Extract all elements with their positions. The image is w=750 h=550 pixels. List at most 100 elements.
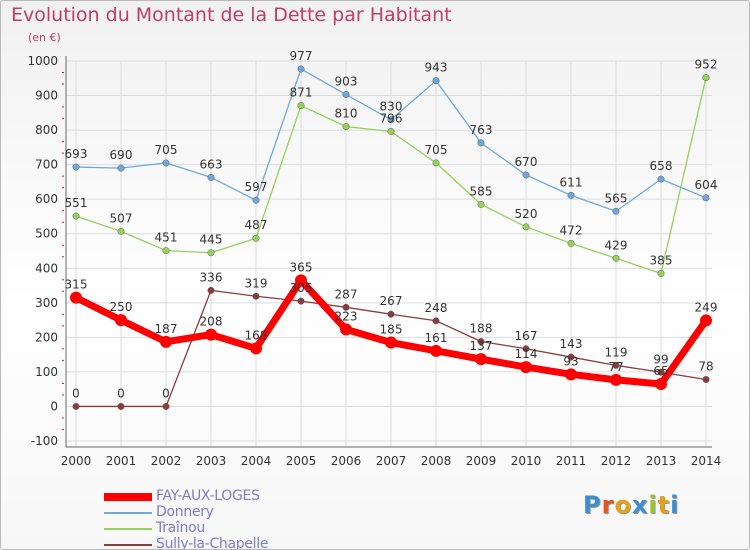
x-tick-label: 2010 — [511, 454, 542, 468]
legend-label: Traînou — [156, 520, 205, 536]
data-point — [430, 344, 442, 357]
data-label: 385 — [650, 253, 673, 267]
y-tick-label: 500 — [35, 227, 58, 241]
y-tick-label: 200 — [35, 330, 58, 344]
data-label: 585 — [470, 184, 493, 198]
data-point — [297, 102, 305, 110]
data-label: 943 — [425, 61, 448, 75]
data-label: 250 — [110, 300, 133, 314]
data-point — [207, 173, 215, 181]
data-label: 690 — [110, 148, 133, 162]
data-point — [115, 314, 127, 327]
data-point — [520, 361, 532, 374]
data-point — [477, 200, 485, 208]
data-point — [162, 403, 170, 410]
data-label: 93 — [563, 354, 578, 368]
data-point — [385, 336, 397, 349]
legend-label: Sully-la-Chapelle — [156, 536, 269, 550]
data-label: 451 — [155, 231, 178, 245]
data-label: 810 — [335, 107, 358, 121]
data-label: 249 — [695, 300, 718, 314]
x-tick-label: 2011 — [556, 454, 587, 468]
data-label: 305 — [290, 281, 313, 295]
data-label: 597 — [245, 180, 268, 194]
data-point — [207, 249, 215, 257]
data-point — [387, 310, 395, 318]
data-label: 796 — [380, 111, 403, 125]
data-point — [567, 353, 575, 361]
data-point — [565, 368, 577, 381]
data-point — [700, 314, 712, 327]
data-label: 472 — [560, 223, 583, 237]
data-label: 188 — [470, 322, 493, 336]
x-tick-label: 2013 — [646, 454, 677, 468]
data-label: 99 — [653, 352, 668, 366]
x-tick-label: 2012 — [601, 454, 632, 468]
data-label: 520 — [515, 207, 538, 221]
data-point — [160, 335, 172, 348]
data-point — [117, 227, 125, 235]
data-point — [252, 196, 260, 204]
data-label: 952 — [695, 58, 718, 72]
data-label: 287 — [335, 287, 358, 301]
data-point — [117, 164, 125, 172]
data-label: 319 — [245, 276, 268, 290]
legend-label: FAY-AUX-LOGES — [156, 488, 260, 504]
data-label: 0 — [117, 386, 125, 400]
data-point — [342, 91, 350, 98]
legend-label: Donnery — [156, 504, 214, 520]
data-point — [207, 286, 215, 294]
data-point — [522, 345, 530, 353]
data-label: 223 — [335, 309, 358, 323]
data-point — [342, 123, 350, 131]
data-point — [702, 194, 710, 202]
data-label: 977 — [290, 49, 313, 63]
data-point — [72, 212, 80, 220]
chart-subtitle: (en €) — [28, 31, 61, 44]
data-label: 77 — [608, 360, 623, 374]
data-point — [252, 234, 260, 242]
data-point — [250, 342, 262, 355]
data-label: 871 — [290, 86, 313, 100]
data-label: 315 — [65, 278, 88, 292]
data-point — [702, 376, 710, 383]
data-label: 208 — [200, 315, 223, 329]
data-point — [567, 191, 575, 199]
data-point — [522, 223, 530, 231]
data-point — [432, 317, 440, 325]
x-tick-label: 2009 — [466, 454, 497, 468]
data-label: 429 — [605, 238, 628, 252]
data-point — [567, 239, 575, 247]
data-point — [610, 373, 622, 386]
legend-swatch — [104, 493, 152, 501]
x-tick-label: 2004 — [241, 454, 272, 468]
data-label: 0 — [72, 386, 80, 400]
data-label: 830 — [380, 100, 403, 114]
data-label: 611 — [560, 175, 583, 189]
data-point — [205, 328, 217, 341]
data-point — [387, 128, 395, 135]
y-tick-label: 700 — [35, 158, 58, 172]
data-label: 336 — [200, 270, 223, 284]
data-point — [432, 159, 440, 167]
data-point — [387, 116, 395, 124]
data-label: 0 — [162, 386, 170, 400]
data-point — [162, 159, 170, 167]
data-label: 161 — [425, 331, 448, 345]
data-label: 693 — [65, 147, 88, 161]
data-label: 168 — [245, 328, 268, 342]
data-label: 65 — [653, 364, 668, 378]
data-label: 670 — [515, 155, 538, 169]
data-point — [295, 274, 307, 287]
data-label: 705 — [425, 143, 448, 157]
data-point — [117, 403, 125, 410]
data-point — [477, 338, 485, 345]
x-tick-label: 2002 — [151, 454, 182, 468]
data-label: 507 — [110, 211, 133, 225]
data-label: 167 — [515, 329, 538, 343]
data-point — [432, 77, 440, 85]
data-label: 663 — [200, 157, 223, 171]
data-point — [655, 378, 667, 390]
x-tick-label: 2005 — [286, 454, 317, 468]
data-label: 551 — [65, 196, 88, 210]
